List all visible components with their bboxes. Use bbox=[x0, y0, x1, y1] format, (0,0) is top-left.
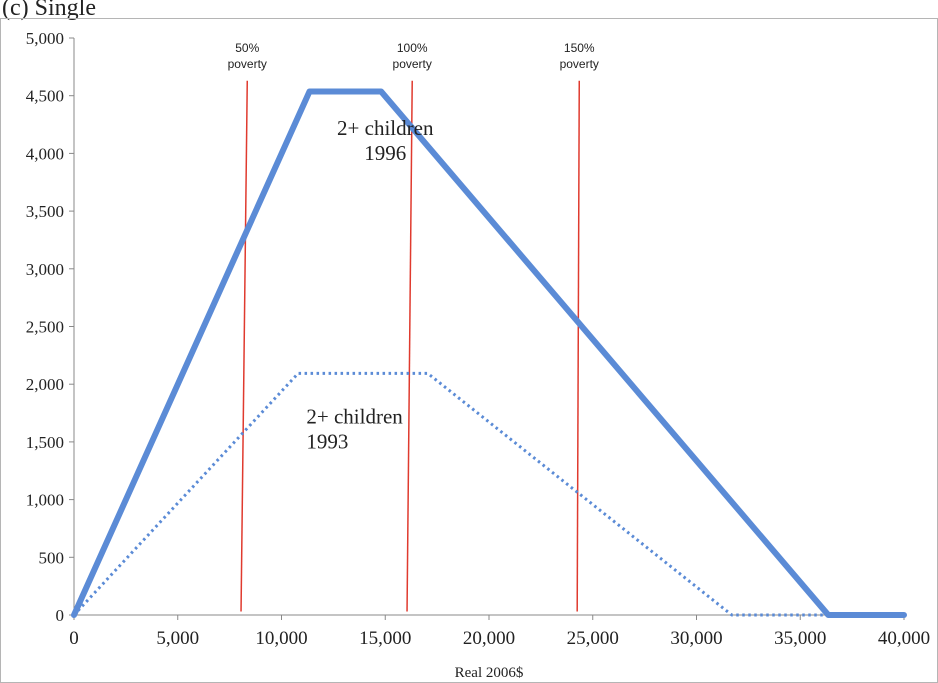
x-axis-label: Real 2006$ bbox=[455, 665, 524, 681]
poverty-line-label: 150% bbox=[564, 41, 595, 55]
y-tick-label: 500 bbox=[39, 548, 65, 567]
poverty-line bbox=[406, 80, 413, 612]
x-tick-label: 25,000 bbox=[567, 628, 619, 649]
x-tick-label: 30,000 bbox=[670, 628, 722, 649]
series-layer bbox=[71, 88, 907, 618]
poverty-line-label: 100% bbox=[397, 41, 428, 55]
poverty-line bbox=[240, 80, 249, 612]
y-tick-label: 1,500 bbox=[26, 433, 64, 452]
x-tick-label: 40,000 bbox=[878, 628, 930, 649]
series-line-solid bbox=[71, 88, 907, 618]
y-tick-label: 2,500 bbox=[26, 318, 64, 337]
y-tick-label: 3,000 bbox=[26, 260, 64, 279]
reference-lines: 50% poverty 100% poverty 150% poverty bbox=[228, 41, 599, 612]
y-tick-label: 4,500 bbox=[26, 87, 64, 106]
chart-title: (c) Single bbox=[2, 0, 96, 21]
poverty-line bbox=[576, 80, 581, 612]
poverty-line-label: poverty bbox=[560, 57, 599, 71]
series-line-dotted bbox=[72, 371, 904, 617]
poverty-line-label: poverty bbox=[228, 57, 267, 71]
y-tick-label: 0 bbox=[56, 606, 65, 625]
axes: 0 500 1,000 1,500 2,000 2,500 3,000 3,500 4,000 4… bbox=[26, 29, 930, 649]
series-label: 2+ children bbox=[306, 404, 403, 428]
y-tick-label: 3,500 bbox=[26, 202, 64, 221]
x-tick-label: 35,000 bbox=[774, 628, 826, 649]
y-tick-label: 4,000 bbox=[26, 144, 64, 163]
series-label: 1996 bbox=[364, 141, 406, 165]
y-tick-label: 2,000 bbox=[26, 375, 64, 394]
series-label: 2+ children bbox=[337, 116, 434, 140]
y-tick-label: 1,000 bbox=[26, 491, 64, 510]
x-tick-label: 0 bbox=[69, 628, 79, 649]
poverty-line-label: 50% bbox=[235, 41, 259, 55]
poverty-line-label: poverty bbox=[393, 57, 432, 71]
series-label: 1993 bbox=[306, 429, 348, 453]
x-tick-label: 5,000 bbox=[156, 628, 199, 649]
x-tick-label: 20,000 bbox=[463, 628, 515, 649]
x-tick-label: 10,000 bbox=[255, 628, 307, 649]
y-tick-label: 5,000 bbox=[26, 29, 64, 48]
x-tick-label: 15,000 bbox=[359, 628, 411, 649]
